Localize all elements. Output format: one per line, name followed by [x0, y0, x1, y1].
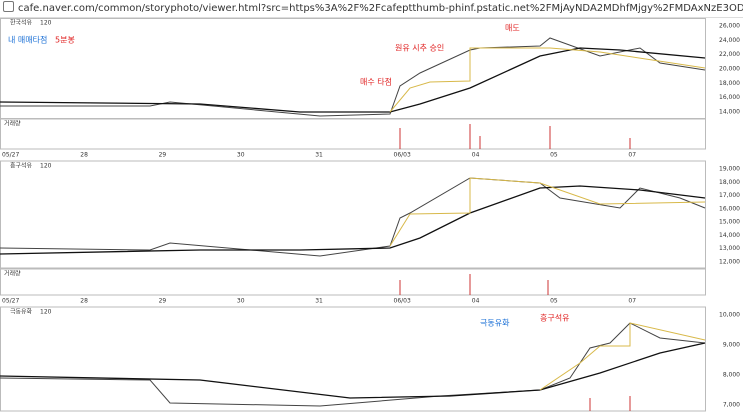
date-label: 06/03	[394, 298, 411, 305]
date-label: 31	[315, 152, 323, 159]
y-tick-label: 13,000	[719, 245, 740, 252]
y-tick-label: 18,000	[719, 179, 740, 186]
stock-charts: 한국석유 120 거래량 26,000 24,000 22,000 20,000 18,000…	[0, 18, 743, 412]
annotation: 매수 타점	[360, 77, 392, 87]
annotation: 5분봉	[55, 36, 75, 45]
date-label: 07	[628, 152, 636, 159]
date-label: 07	[628, 298, 636, 305]
panel-name: 한국석유	[10, 19, 33, 27]
ma-label: 120	[40, 20, 52, 27]
annotation: 극동유화	[480, 319, 510, 328]
date-label: 05/27	[2, 152, 19, 159]
date-label: 30	[237, 298, 245, 305]
date-label: 06/03	[394, 152, 411, 159]
address-bar[interactable]: cafe.naver.com/common/storyphoto/viewer.…	[0, 0, 743, 18]
y-tick-label: 14,000	[719, 109, 740, 116]
y-tick-label: 10,000	[719, 312, 740, 319]
y-tick-label: 18,000	[719, 80, 740, 87]
date-label: 28	[80, 152, 88, 159]
y-tick-label: 16,000	[719, 205, 740, 212]
y-tick-label: 24,000	[719, 37, 740, 44]
annotation: 내 매매타점	[8, 35, 47, 45]
y-tick-label: 12,000	[719, 259, 740, 266]
price-lines	[0, 37, 706, 407]
date-label: 31	[315, 298, 323, 305]
y-tick-label: 14,000	[719, 232, 740, 239]
annotation: 매도	[505, 24, 520, 33]
y-tick-label: 7,000	[723, 402, 740, 409]
date-label: 05	[550, 298, 558, 305]
ma-label: 120	[40, 309, 52, 316]
y-tick-label: 20,000	[719, 66, 740, 73]
date-label: 05/27	[2, 298, 19, 305]
volume-bars	[399, 124, 631, 411]
date-label: 30	[237, 152, 245, 159]
panel-name: 극동유화	[10, 309, 33, 316]
y-tick-label: 19,000	[719, 166, 740, 173]
y-tick-label: 8,000	[723, 372, 740, 379]
annotation: 흥구석유	[540, 313, 569, 323]
date-label: 28	[80, 298, 88, 305]
panel-name: 흥구석유	[10, 162, 33, 170]
y-tick-label: 26,000	[719, 23, 740, 30]
date-label: 29	[159, 298, 167, 305]
y-tick-label: 15,000	[719, 219, 740, 226]
date-label: 04	[472, 152, 480, 159]
url[interactable]: cafe.naver.com/common/storyphoto/viewer.…	[18, 3, 743, 14]
volume-label: 거래량	[4, 120, 21, 128]
y-tick-label: 17,000	[719, 192, 740, 199]
y-tick-label: 22,000	[719, 51, 740, 58]
frames	[0, 18, 706, 412]
annotation: 원유 시추 승인	[395, 43, 444, 53]
ma-label: 120	[40, 163, 52, 170]
date-label: 05	[550, 152, 558, 159]
y-tick-label: 16,000	[719, 94, 740, 101]
y-tick-label: 9,000	[723, 342, 740, 349]
date-label: 29	[159, 152, 167, 159]
volume-label: 거래량	[4, 270, 21, 278]
date-label: 04	[472, 298, 480, 305]
